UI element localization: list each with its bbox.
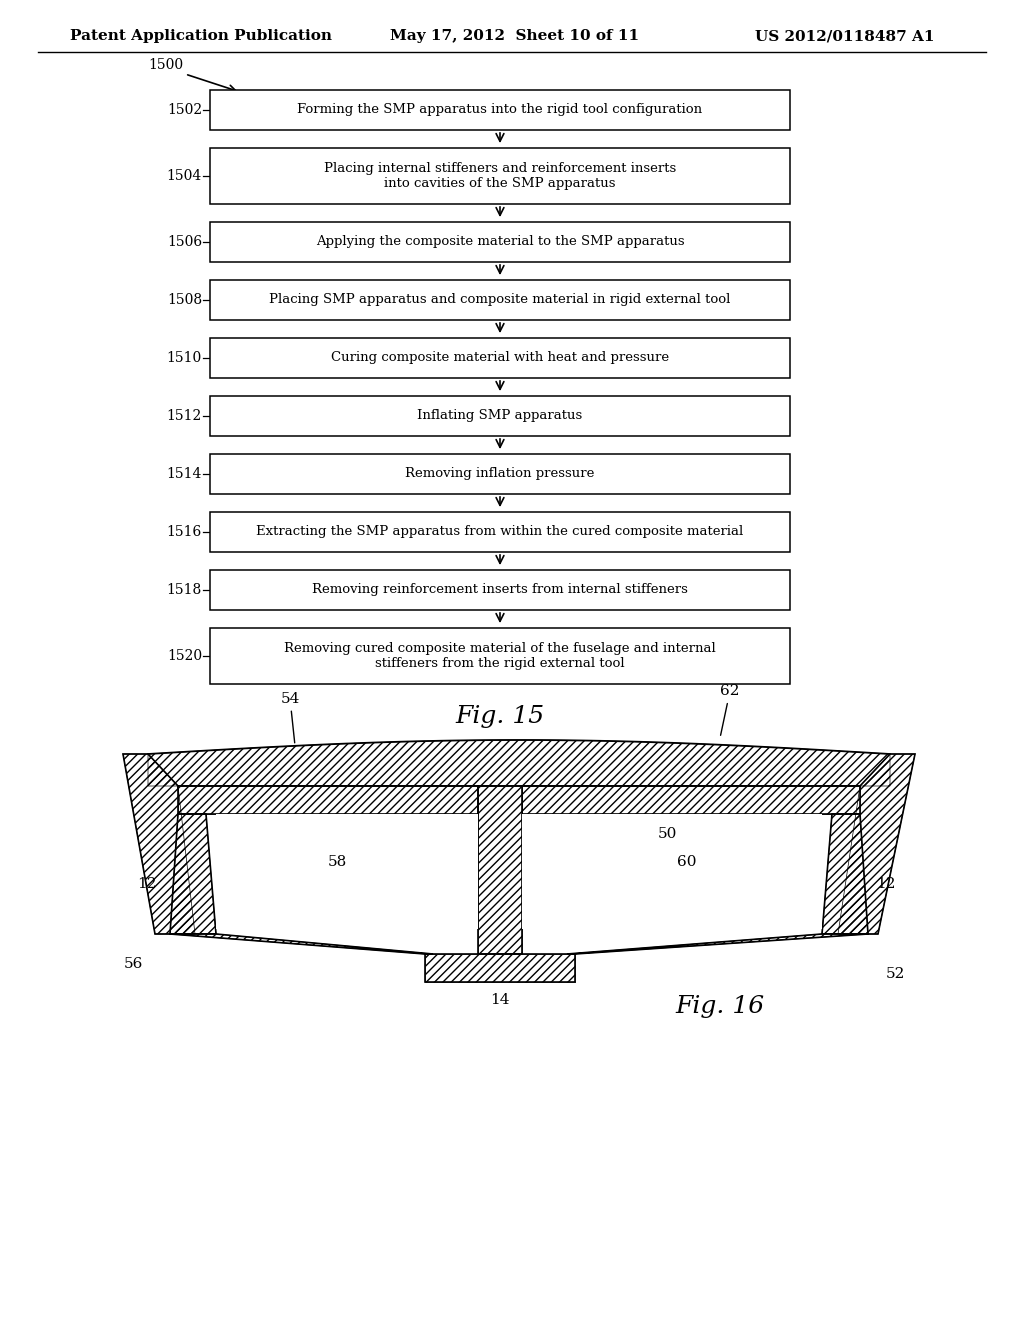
- Text: 52: 52: [886, 968, 904, 981]
- Text: 1508: 1508: [167, 293, 202, 308]
- Polygon shape: [170, 814, 216, 935]
- Polygon shape: [478, 785, 522, 954]
- Text: Applying the composite material to the SMP apparatus: Applying the composite material to the S…: [315, 235, 684, 248]
- Text: 1504: 1504: [167, 169, 202, 183]
- Polygon shape: [425, 954, 575, 982]
- Text: 1506: 1506: [167, 235, 202, 249]
- Text: 1516: 1516: [167, 525, 202, 539]
- Bar: [210, 454, 790, 494]
- Bar: [210, 148, 790, 205]
- Text: 62: 62: [720, 684, 739, 735]
- Text: Placing internal stiffeners and reinforcement inserts
into cavities of the SMP a: Placing internal stiffeners and reinforc…: [324, 162, 676, 190]
- Text: Fig. 15: Fig. 15: [456, 705, 545, 727]
- Polygon shape: [178, 785, 478, 814]
- Text: Inflating SMP apparatus: Inflating SMP apparatus: [418, 409, 583, 422]
- Text: Placing SMP apparatus and composite material in rigid external tool: Placing SMP apparatus and composite mate…: [269, 293, 731, 306]
- Text: 12: 12: [877, 876, 896, 891]
- Text: 1512: 1512: [167, 409, 202, 422]
- Text: 1500: 1500: [147, 58, 183, 73]
- Text: May 17, 2012  Sheet 10 of 11: May 17, 2012 Sheet 10 of 11: [390, 29, 639, 44]
- Text: 1520: 1520: [167, 649, 202, 663]
- Polygon shape: [838, 754, 915, 935]
- Text: 12: 12: [137, 876, 157, 891]
- Text: Extracting the SMP apparatus from within the cured composite material: Extracting the SMP apparatus from within…: [256, 525, 743, 539]
- Polygon shape: [148, 741, 890, 785]
- Bar: [216, 814, 478, 929]
- Text: 1514: 1514: [167, 467, 202, 480]
- Text: Fig. 16: Fig. 16: [676, 995, 765, 1019]
- Bar: [210, 396, 790, 436]
- Bar: [522, 814, 822, 929]
- Polygon shape: [123, 754, 195, 935]
- Bar: [210, 222, 790, 261]
- Text: 14: 14: [490, 993, 510, 1007]
- Text: 58: 58: [328, 854, 347, 869]
- Text: 54: 54: [281, 692, 300, 743]
- Text: Curing composite material with heat and pressure: Curing composite material with heat and …: [331, 351, 669, 364]
- Text: Removing cured composite material of the fuselage and internal
stiffeners from t: Removing cured composite material of the…: [284, 642, 716, 671]
- Text: Removing reinforcement inserts from internal stiffeners: Removing reinforcement inserts from inte…: [312, 583, 688, 597]
- Text: 50: 50: [657, 828, 677, 841]
- Text: 1510: 1510: [167, 351, 202, 366]
- Text: 1502: 1502: [167, 103, 202, 117]
- Text: US 2012/0118487 A1: US 2012/0118487 A1: [755, 29, 935, 44]
- Bar: [210, 570, 790, 610]
- Polygon shape: [822, 814, 868, 935]
- Bar: [210, 512, 790, 552]
- Polygon shape: [522, 785, 860, 814]
- Text: 60: 60: [677, 854, 696, 869]
- Text: Patent Application Publication: Patent Application Publication: [70, 29, 332, 44]
- Bar: [210, 338, 790, 378]
- Bar: [210, 280, 790, 319]
- Text: Removing inflation pressure: Removing inflation pressure: [406, 467, 595, 480]
- Bar: [210, 90, 790, 129]
- Text: Forming the SMP apparatus into the rigid tool configuration: Forming the SMP apparatus into the rigid…: [297, 103, 702, 116]
- Bar: [210, 628, 790, 684]
- Polygon shape: [567, 935, 868, 954]
- Text: 1518: 1518: [167, 583, 202, 597]
- Polygon shape: [170, 935, 433, 954]
- Text: 56: 56: [123, 957, 142, 972]
